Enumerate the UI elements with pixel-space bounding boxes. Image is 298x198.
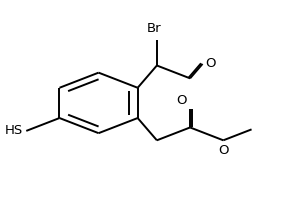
Text: O: O [177, 94, 187, 108]
Text: HS: HS [5, 124, 23, 137]
Text: O: O [205, 57, 216, 70]
Text: O: O [218, 144, 229, 157]
Text: Br: Br [147, 22, 161, 35]
